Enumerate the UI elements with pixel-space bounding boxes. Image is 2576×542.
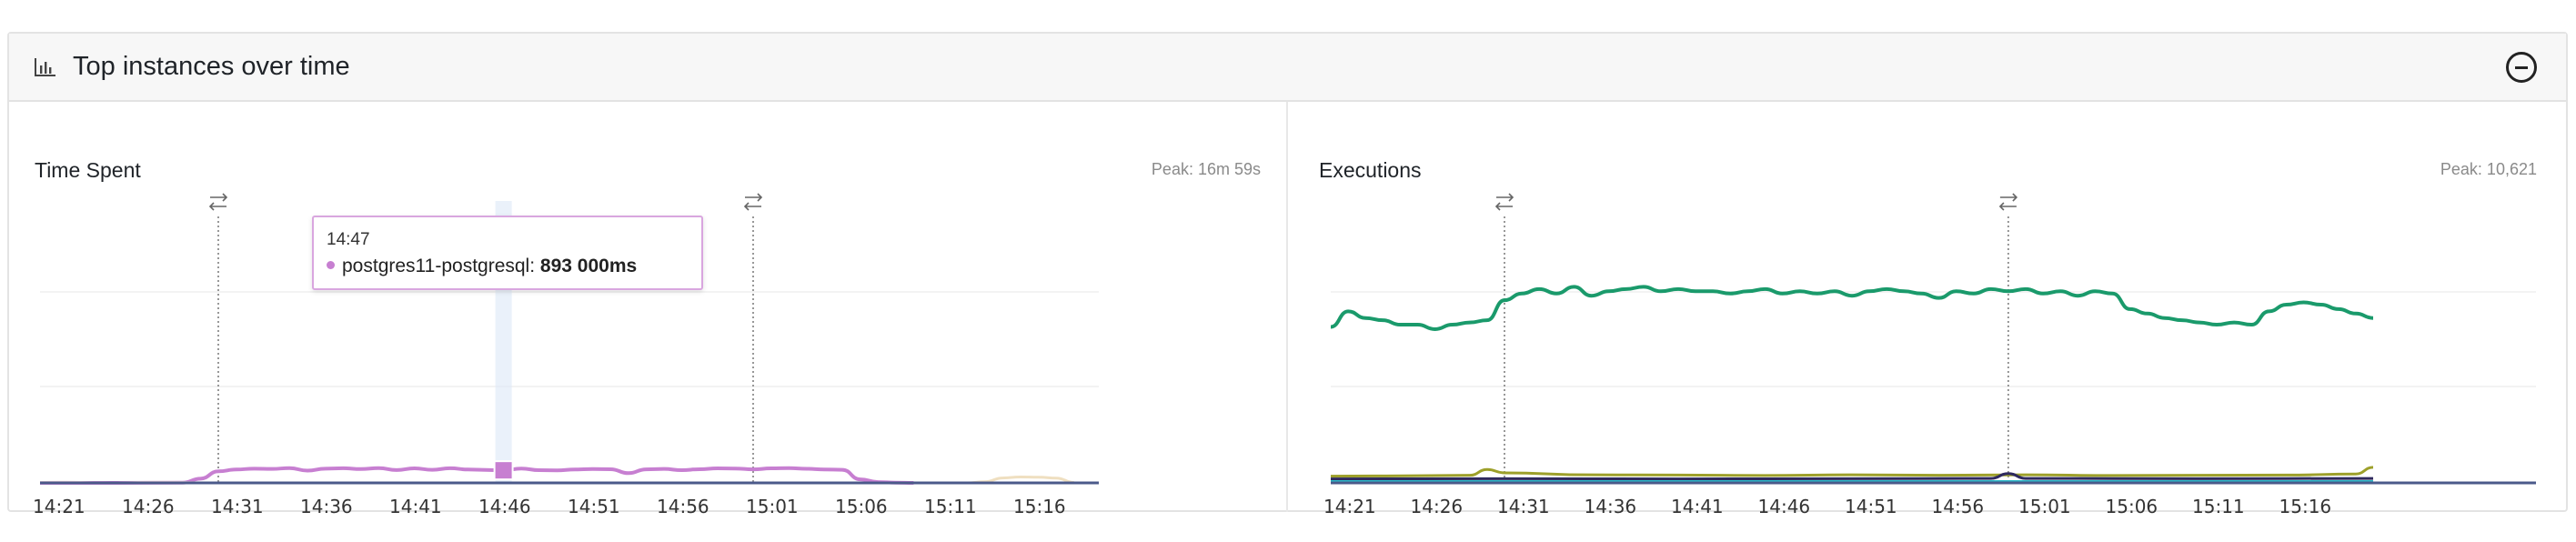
series-color-dot xyxy=(327,260,335,269)
tooltip-value: 893 000ms xyxy=(539,256,638,276)
executions-chart[interactable]: Executions Peak: 10,621 14:21 14:26 14:31 1… xyxy=(1288,102,2568,517)
chart-peak: Peak: 10,621 xyxy=(2440,160,2537,178)
x-tick-label: 14:46 xyxy=(478,496,531,517)
x-tick-label: 15:11 xyxy=(2192,496,2245,517)
x-tick-label: 15:06 xyxy=(835,496,888,517)
panel-title: Top instances over time xyxy=(73,52,350,81)
panel-header: Top instances over time xyxy=(9,34,2566,102)
top-instances-panel: Top instances over time Time Spent Peak:… xyxy=(7,32,2568,517)
swap-icon xyxy=(208,193,228,211)
swap-icon xyxy=(1998,193,2018,211)
x-tick-label: 14:26 xyxy=(1411,496,1464,517)
chart-tooltip: 14:47 postgres11-postgresql: 893 000ms xyxy=(312,216,703,290)
x-tick-label: 14:41 xyxy=(1671,496,1724,517)
swap-icon xyxy=(1494,193,1514,211)
x-tick-label: 15:11 xyxy=(924,496,977,517)
time-spent-plot[interactable]: 14:21 14:26 14:31 14:36 14:41 14:46 14:51 14:56… xyxy=(9,102,1286,517)
series-line xyxy=(1330,472,2374,481)
swap-icon xyxy=(743,193,763,211)
series-line xyxy=(1330,466,2374,478)
series-line xyxy=(40,466,914,485)
x-tick-label: 15:16 xyxy=(2279,496,2332,517)
x-tick-label: 14:26 xyxy=(122,496,175,517)
x-tick-label: 14:51 xyxy=(568,496,620,517)
tooltip-time: 14:47 xyxy=(327,230,370,249)
x-tick-label: 15:01 xyxy=(2018,496,2071,517)
tooltip-series: postgres11-postgresql xyxy=(342,256,530,276)
x-tick-label: 15:16 xyxy=(1013,496,1066,517)
chart-title: Time Spent xyxy=(35,158,141,182)
x-tick-label: 15:01 xyxy=(746,496,799,517)
x-tick-label: 14:31 xyxy=(1497,496,1550,517)
tooltip-separator: : xyxy=(529,256,540,276)
chart-divider xyxy=(1286,102,1288,512)
x-tick-label: 14:51 xyxy=(1845,496,1897,517)
tooltip-row: postgres11-postgresql: 893 000ms xyxy=(327,256,637,277)
time-spent-chart[interactable]: Time Spent Peak: 16m 59s 14:21 14:26 14:31… xyxy=(9,102,1286,517)
series-line xyxy=(1330,285,2374,331)
x-tick-label: 14:36 xyxy=(300,496,353,517)
chart-title: Executions xyxy=(1319,158,1422,182)
x-tick-label: 14:21 xyxy=(33,496,86,517)
x-tick-label: 14:41 xyxy=(389,496,442,517)
x-tick-label: 14:56 xyxy=(1932,496,1985,517)
x-tick-label: 14:36 xyxy=(1585,496,1637,517)
x-tick-label: 14:31 xyxy=(211,496,264,517)
x-tick-label: 14:46 xyxy=(1758,496,1811,517)
x-tick-label: 15:06 xyxy=(2106,496,2158,517)
x-tick-label: 14:56 xyxy=(657,496,709,517)
hover-point xyxy=(493,460,514,481)
chart-peak: Peak: 16m 59s xyxy=(1151,160,1261,178)
minus-circle-icon[interactable] xyxy=(2506,52,2537,83)
executions-plot[interactable]: 14:21 14:26 14:31 14:36 14:41 14:46 14:51 14:56… xyxy=(1288,102,2568,517)
x-tick-label: 14:21 xyxy=(1323,496,1376,517)
bar-chart-icon xyxy=(35,58,55,76)
